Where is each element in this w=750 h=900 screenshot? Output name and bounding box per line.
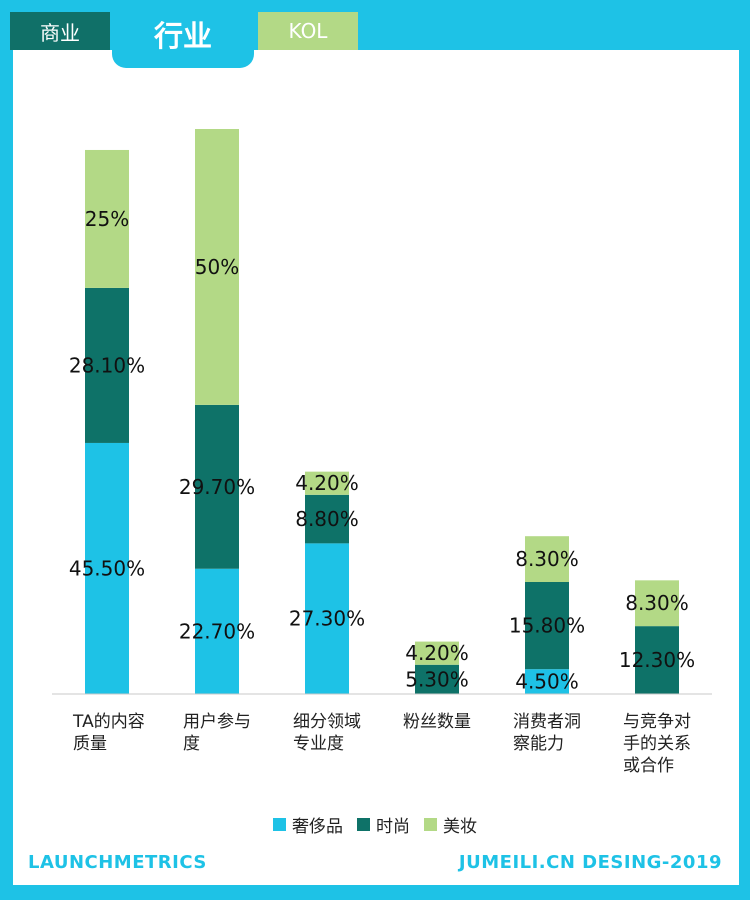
data-label: 4.20% xyxy=(295,471,359,495)
x-tick-label: 细分领域 xyxy=(293,712,361,732)
legend-label: 时尚 xyxy=(376,817,410,837)
bar-segment xyxy=(415,664,459,694)
data-label: 15.80% xyxy=(509,614,585,638)
data-label: 27.30% xyxy=(289,607,365,631)
tab-industry[interactable]: 行业 xyxy=(112,0,254,68)
bar-segment xyxy=(305,494,349,544)
data-label: 12.30% xyxy=(619,648,695,672)
legend-swatch xyxy=(273,818,286,831)
legend-swatch xyxy=(357,818,370,831)
content-panel xyxy=(13,50,739,885)
legend: 奢侈品 时尚 美妆 xyxy=(0,812,750,837)
bar-segment xyxy=(305,471,349,495)
bar-segment xyxy=(195,129,239,405)
legend-item: 美妆 xyxy=(424,812,477,837)
tab-business[interactable]: 商业 xyxy=(10,12,110,50)
data-label: 8.80% xyxy=(295,507,359,531)
x-tick-label: 质量 xyxy=(73,734,107,754)
data-label: 29.70% xyxy=(179,475,255,499)
data-label: 4.20% xyxy=(405,641,469,665)
x-tick-label: 察能力 xyxy=(513,734,564,754)
data-label: 45.50% xyxy=(69,556,145,580)
tab-kol[interactable]: KOL xyxy=(258,12,358,50)
footer-brand: LAUNCHMETRICS xyxy=(28,852,207,873)
x-tick-label: 或合作 xyxy=(623,756,674,776)
bar-segment xyxy=(195,404,239,569)
bar-segment xyxy=(85,287,129,443)
x-tick-label: 度 xyxy=(183,734,200,754)
data-label: 50% xyxy=(195,255,239,279)
data-label: 8.30% xyxy=(515,547,579,571)
x-tick-label: 与竞争对 xyxy=(623,712,691,732)
tab-industry-label: 行业 xyxy=(153,19,212,53)
legend-swatch xyxy=(424,818,437,831)
x-tick-label: TA的内容 xyxy=(72,712,145,732)
x-tick-label: 专业度 xyxy=(293,734,344,754)
page-number: - 5 xyxy=(697,20,722,40)
data-label: 25% xyxy=(85,207,129,231)
bar-segment xyxy=(525,581,569,670)
footer-credit: JUMEILI.CN DESING-2019 xyxy=(458,852,722,873)
bar-segment xyxy=(525,536,569,582)
tab-kol-label: KOL xyxy=(288,19,328,43)
x-tick-label: 粉丝数量 xyxy=(403,712,471,732)
bar-segment xyxy=(635,580,679,627)
bar-segment xyxy=(635,626,679,694)
x-tick-label: 用户参与 xyxy=(183,712,251,732)
bar-segment xyxy=(85,442,129,694)
data-label: 22.70% xyxy=(179,619,255,643)
bar-segment xyxy=(85,149,129,288)
x-tick-label: 消费者洞 xyxy=(513,712,581,732)
data-label: 28.10% xyxy=(69,353,145,377)
data-label: 4.50% xyxy=(515,670,579,694)
legend-label: 奢侈品 xyxy=(292,817,343,837)
bar-segment xyxy=(195,568,239,694)
bar-segment xyxy=(525,669,569,694)
legend-item: 时尚 xyxy=(357,812,410,837)
data-label: 5.30% xyxy=(405,667,469,691)
legend-item: 奢侈品 xyxy=(273,812,343,837)
data-label: 8.30% xyxy=(625,591,689,615)
legend-label: 美妆 xyxy=(443,817,477,837)
x-tick-label: 手的关系 xyxy=(623,734,691,754)
bar-segment xyxy=(415,641,459,665)
tab-business-label: 商业 xyxy=(40,20,80,45)
bar-segment xyxy=(305,543,349,694)
